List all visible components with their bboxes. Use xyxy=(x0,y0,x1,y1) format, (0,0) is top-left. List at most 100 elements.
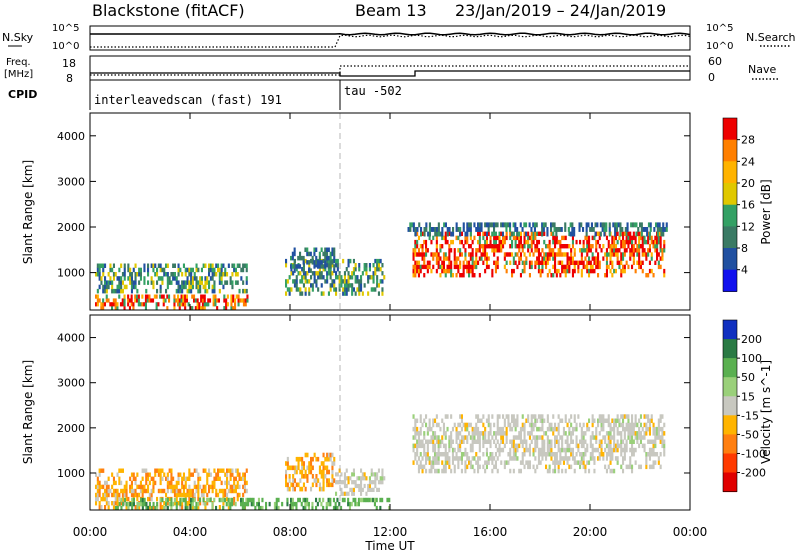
heatmap-cell xyxy=(306,279,309,284)
heatmap-cell xyxy=(442,443,445,449)
heatmap-cell xyxy=(349,476,352,481)
heatmap-cell xyxy=(512,222,515,228)
heatmap-cell xyxy=(114,480,117,486)
heatmap-cell xyxy=(602,414,605,419)
heatmap-cell xyxy=(242,484,245,490)
heatmap-cell xyxy=(285,482,288,488)
heatmap-cell xyxy=(426,268,429,274)
heatmap-cell xyxy=(613,268,616,274)
heatmap-cell xyxy=(559,435,562,440)
heatmap-cell xyxy=(370,287,373,292)
heatmap-cell xyxy=(654,435,657,440)
heatmap-cell xyxy=(573,460,576,465)
heatmap-cell xyxy=(204,468,207,473)
heatmap-cell xyxy=(120,501,123,506)
heatmap-cell xyxy=(259,505,262,511)
heatmap-cell xyxy=(570,260,573,265)
heatmap-cell xyxy=(545,431,548,436)
heatmap-cell xyxy=(358,291,361,296)
heatmap-cell xyxy=(437,256,440,261)
heatmap-cell xyxy=(629,231,632,236)
heatmap-cell xyxy=(451,239,454,245)
heatmap-cell xyxy=(604,418,607,423)
heatmap-cell xyxy=(636,431,639,436)
heatmap-cell xyxy=(552,273,555,278)
heatmap-cell xyxy=(218,276,221,281)
heatmap-cell xyxy=(597,260,600,265)
heatmap-cell xyxy=(487,418,490,423)
heatmap-cell xyxy=(181,272,184,277)
heatmap-cell xyxy=(121,272,124,277)
heatmap-cell xyxy=(471,273,474,278)
heatmap-cell xyxy=(439,244,442,249)
heatmap-cell xyxy=(428,456,431,461)
heatmap-cell xyxy=(170,480,173,486)
heatmap-cell xyxy=(446,460,449,465)
heatmap-cell xyxy=(584,235,587,241)
heatmap-cell xyxy=(573,426,576,432)
heatmap-cell xyxy=(376,275,379,280)
heatmap-cell xyxy=(306,260,309,265)
heatmap-cell xyxy=(428,227,431,232)
heatmap-cell xyxy=(207,302,210,307)
heatmap-cell xyxy=(322,482,325,488)
heatmap-cell xyxy=(450,273,453,278)
heatmap-cell xyxy=(446,452,449,457)
heatmap-cell xyxy=(589,439,592,444)
heatmap-cell xyxy=(450,443,453,449)
heatmap-cell xyxy=(407,227,410,232)
heatmap-cell xyxy=(315,263,318,268)
heatmap-cell xyxy=(528,264,531,270)
heatmap-cell xyxy=(320,247,323,252)
heatmap-cell xyxy=(527,239,530,245)
heatmap-cell xyxy=(349,258,352,264)
heatmap-cell xyxy=(464,435,467,440)
y-tick-label: 2000 xyxy=(57,221,85,234)
heatmap-cell xyxy=(331,247,334,252)
heatmap-cell xyxy=(554,460,557,465)
heatmap-cell xyxy=(554,264,557,270)
heatmap-cell xyxy=(229,476,232,481)
heatmap-cell xyxy=(100,468,103,473)
heatmap-cell xyxy=(638,426,641,432)
heatmap-cell xyxy=(231,468,234,473)
heatmap-cell xyxy=(611,418,614,423)
heatmap-cell xyxy=(302,461,305,466)
heatmap-cell xyxy=(491,268,494,274)
heatmap-cell xyxy=(580,252,583,257)
heatmap-cell xyxy=(493,248,496,253)
heatmap-cell xyxy=(420,231,423,237)
heatmap-cell xyxy=(356,279,359,284)
heatmap-cell xyxy=(598,231,601,236)
heatmap-cell xyxy=(571,244,574,249)
heatmap-cell xyxy=(354,480,357,485)
heatmap-cell xyxy=(446,227,449,232)
heatmap-cell xyxy=(98,272,101,277)
heatmap-cell xyxy=(240,501,243,507)
heatmap-cell xyxy=(505,268,508,274)
heatmap-cell xyxy=(199,280,202,285)
heatmap-cell xyxy=(363,483,366,489)
heatmap-cell xyxy=(446,256,449,261)
heatmap-cell xyxy=(453,422,456,428)
heatmap-cell xyxy=(462,222,465,228)
colorbar-swatch xyxy=(723,161,737,184)
heatmap-cell xyxy=(623,443,626,449)
heatmap-cell xyxy=(154,272,157,277)
heatmap-cell xyxy=(507,460,510,465)
heatmap-cell xyxy=(95,294,98,299)
heatmap-cell xyxy=(143,497,146,503)
heatmap-cell xyxy=(579,460,582,465)
heatmap-cell xyxy=(159,497,162,503)
heatmap-cell xyxy=(631,222,634,228)
heatmap-cell xyxy=(324,267,327,272)
heatmap-cell xyxy=(227,505,230,510)
heatmap-cell xyxy=(132,280,135,285)
heatmap-cell xyxy=(327,264,330,269)
heatmap-cell xyxy=(647,252,650,257)
heatmap-cell xyxy=(629,460,632,465)
heatmap-cell xyxy=(223,306,226,311)
heatmap-cell xyxy=(657,431,660,436)
heatmap-cell xyxy=(290,271,293,276)
